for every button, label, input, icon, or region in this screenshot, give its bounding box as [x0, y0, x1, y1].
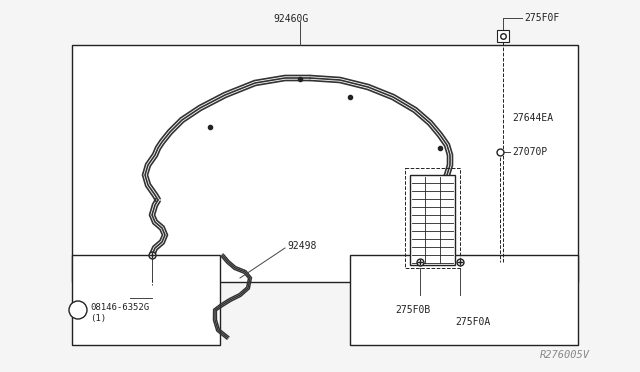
Bar: [72, 45, 578, 282]
Text: 275F0B: 275F0B: [395, 305, 430, 315]
Bar: [350, 255, 578, 345]
Text: 27070P: 27070P: [512, 147, 547, 157]
Text: R276005V: R276005V: [540, 350, 590, 360]
Text: B: B: [75, 305, 81, 315]
Text: 92460G: 92460G: [273, 14, 308, 24]
Text: 27644EA: 27644EA: [512, 113, 553, 123]
Text: 275F0A: 275F0A: [455, 317, 490, 327]
Bar: [410, 175, 455, 265]
Bar: [405, 168, 460, 268]
Text: 08146-6352G: 08146-6352G: [90, 304, 149, 312]
Bar: [497, 30, 509, 42]
Circle shape: [69, 301, 87, 319]
Text: 275F0F: 275F0F: [524, 13, 559, 23]
Text: 92498: 92498: [287, 241, 316, 251]
Text: (1): (1): [90, 314, 106, 323]
Bar: [72, 255, 220, 345]
